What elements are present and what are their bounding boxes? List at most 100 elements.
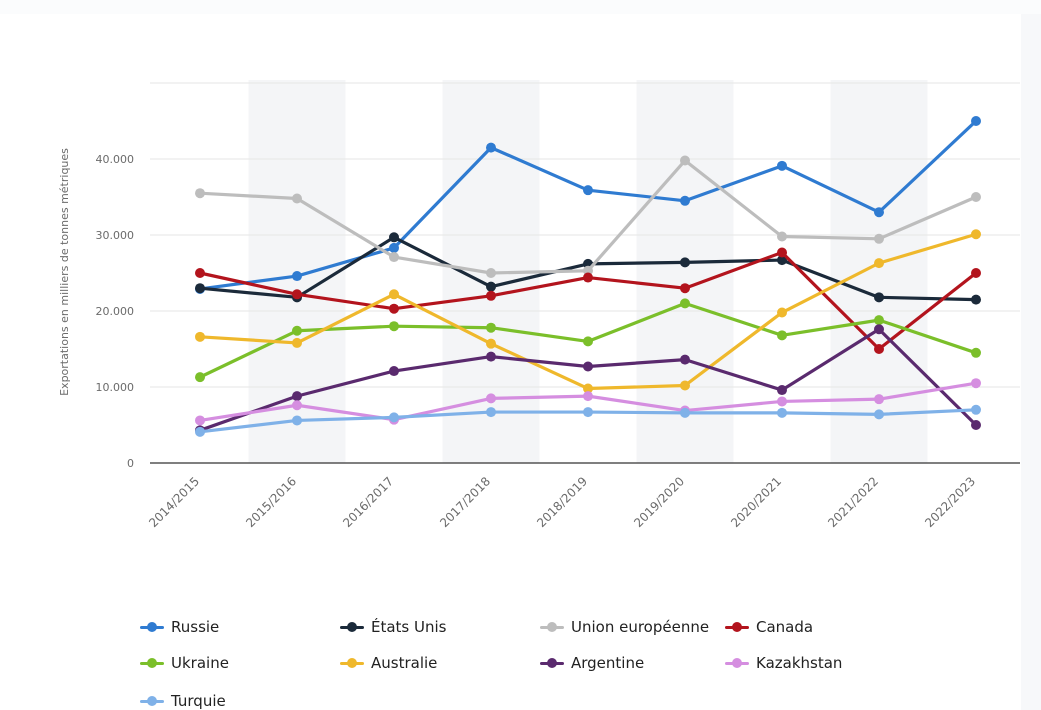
- data-point: [292, 400, 302, 411]
- data-point: [195, 283, 205, 294]
- x-tick-label: 2017/2018: [437, 474, 493, 530]
- data-point: [583, 265, 593, 276]
- legend-swatch-icon: [140, 622, 164, 632]
- data-point: [777, 255, 787, 266]
- series-5: [195, 229, 981, 394]
- column-band: [830, 80, 928, 463]
- data-point: [486, 142, 496, 153]
- data-point: [874, 258, 884, 269]
- data-point: [777, 330, 787, 341]
- legend-label: Argentine: [571, 654, 645, 672]
- x-tick-label: 2015/2016: [243, 474, 299, 530]
- legend-item[interactable]: Ukraine: [140, 654, 229, 672]
- x-tick-label: 2021/2022: [825, 474, 881, 530]
- data-point: [583, 383, 593, 394]
- data-point: [874, 292, 884, 303]
- data-point: [486, 268, 496, 278]
- series-8: [195, 404, 981, 437]
- data-point: [777, 307, 787, 318]
- data-point: [874, 344, 884, 354]
- legend-label: Ukraine: [171, 654, 229, 672]
- data-point: [292, 193, 302, 204]
- y-tick-label: 40.000: [96, 153, 135, 166]
- x-tick-label: 2014/2015: [146, 474, 202, 530]
- legend-swatch-icon: [340, 622, 364, 632]
- data-point: [680, 407, 690, 418]
- data-point: [680, 155, 690, 166]
- legend-label: Australie: [371, 654, 438, 672]
- data-point: [971, 229, 981, 240]
- x-tick-label: 2022/2023: [922, 474, 978, 530]
- data-point: [195, 188, 205, 199]
- data-point: [583, 407, 593, 418]
- data-point: [486, 281, 496, 292]
- legend-item[interactable]: Australie: [340, 654, 437, 672]
- data-point: [971, 404, 981, 415]
- legend-swatch-icon: [140, 658, 164, 668]
- data-point: [971, 116, 981, 126]
- data-point: [777, 231, 787, 242]
- legend-swatch-icon: [340, 658, 364, 668]
- legend-item[interactable]: Russie: [140, 618, 219, 636]
- legend-swatch-icon: [540, 658, 564, 668]
- data-point: [292, 325, 302, 336]
- legend-item[interactable]: Union européenne: [540, 618, 709, 636]
- legend-swatch-dot: [547, 658, 557, 668]
- legend-label: Russie: [171, 618, 220, 636]
- legend-item[interactable]: Canada: [725, 618, 813, 636]
- series-lines: [195, 116, 981, 437]
- x-tick-label: 2020/2021: [728, 474, 784, 530]
- legend-item[interactable]: Argentine: [540, 654, 644, 672]
- x-tick-label: 2016/2017: [340, 474, 396, 530]
- line-chart: 0 10.000 20.000 30.000 40.000 Exportations e…: [58, 80, 1020, 530]
- x-tick-label: 2018/2019: [534, 474, 590, 530]
- data-point: [680, 195, 690, 206]
- legend-item[interactable]: Kazakhstan: [725, 654, 842, 672]
- right-scroll-area: [1021, 14, 1041, 710]
- y-tick-label: 0: [127, 457, 134, 470]
- data-point: [971, 268, 981, 278]
- data-point: [777, 407, 787, 418]
- data-point: [195, 415, 205, 426]
- data-point: [680, 283, 690, 294]
- series-3: [195, 247, 981, 354]
- legend-item[interactable]: Turquie: [140, 692, 226, 710]
- data-point: [971, 192, 981, 202]
- legend-swatch-dot: [547, 622, 557, 632]
- legend-label: Canada: [756, 618, 814, 636]
- data-point: [195, 426, 205, 437]
- y-gridlines: [150, 82, 1020, 388]
- data-point: [292, 271, 302, 282]
- legend-swatch-icon: [725, 658, 749, 668]
- data-point: [777, 160, 787, 171]
- data-point: [777, 385, 787, 396]
- data-point: [486, 290, 496, 301]
- data-point: [583, 185, 593, 196]
- data-point: [583, 361, 593, 372]
- y-axis-label: Exportations en milliers de tonnes métri…: [58, 148, 71, 396]
- data-point: [971, 378, 981, 389]
- data-point: [195, 268, 205, 278]
- data-point: [680, 354, 690, 365]
- data-point: [971, 420, 981, 430]
- y-tick-label: 10.000: [96, 381, 135, 394]
- legend-label: Union européenne: [571, 618, 710, 636]
- legend-label: États Unis: [371, 618, 447, 636]
- data-point: [292, 337, 302, 348]
- legend-swatch-dot: [347, 622, 357, 632]
- x-axis-ticks: 2014/2015 2015/2016 2016/2017 2017/2018 2018…: [146, 474, 978, 530]
- legend-swatch-dot: [732, 622, 742, 632]
- data-point: [874, 409, 884, 420]
- data-point: [292, 289, 302, 300]
- data-point: [486, 338, 496, 349]
- data-point: [680, 380, 690, 391]
- y-tick-label: 30.000: [96, 229, 135, 242]
- data-point: [389, 366, 399, 377]
- series-2: [195, 155, 981, 278]
- legend-swatch-icon: [725, 622, 749, 632]
- legend-label: Kazakhstan: [756, 654, 843, 672]
- data-point: [680, 298, 690, 309]
- legend-item[interactable]: États Unis: [340, 618, 446, 636]
- data-point: [486, 322, 496, 333]
- data-point: [777, 396, 787, 407]
